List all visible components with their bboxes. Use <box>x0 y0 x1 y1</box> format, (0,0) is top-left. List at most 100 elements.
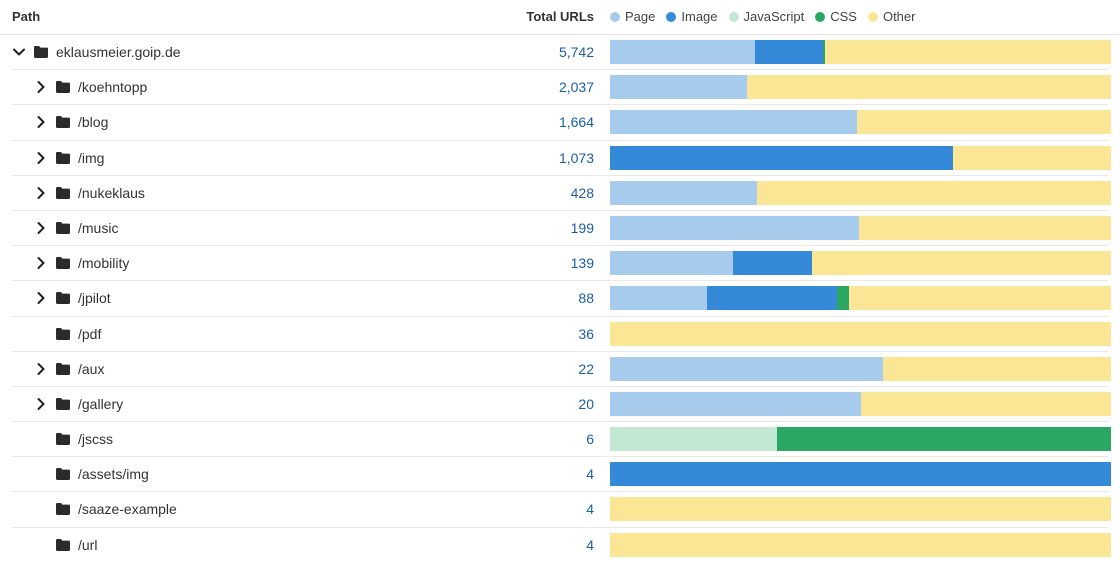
total-urls-count[interactable]: 6 <box>586 431 594 448</box>
path-column-header[interactable]: Path <box>12 9 41 24</box>
folder-icon <box>56 115 70 129</box>
bar-segment-other <box>756 180 1111 205</box>
table-row[interactable]: /koehntopp 2,037 <box>12 70 1111 106</box>
path-label: /assets/img <box>78 466 149 483</box>
table-row[interactable]: /jscss 6 <box>12 422 1111 458</box>
total-urls-count[interactable]: 199 <box>570 219 594 236</box>
chevron-down-icon[interactable] <box>12 45 26 59</box>
legend-item-image[interactable]: Image <box>666 9 718 24</box>
total-urls-count[interactable]: 2,037 <box>558 79 594 96</box>
bar-segment-page <box>610 75 747 100</box>
total-urls-count[interactable]: 1,664 <box>558 114 594 131</box>
table-row[interactable]: /nukeklaus 428 <box>12 176 1111 211</box>
total-urls-count[interactable]: 139 <box>570 255 594 272</box>
folder-icon <box>56 397 70 410</box>
table-row[interactable]: /url 4 <box>12 528 1111 563</box>
table-row[interactable]: /img 1,073 <box>12 141 1111 176</box>
chevron-right-icon[interactable] <box>34 397 48 411</box>
folder-icon <box>56 538 70 551</box>
bar-segment-image <box>732 251 812 276</box>
chevron-right-icon[interactable] <box>34 256 48 270</box>
folder-icon <box>56 256 70 270</box>
total-urls-count[interactable]: 4 <box>586 536 594 553</box>
legend-dot-icon <box>728 11 739 22</box>
table-row[interactable]: /blog 1,664 <box>12 105 1111 141</box>
table-row[interactable]: /saaze-example 4 <box>12 492 1111 528</box>
path-label: /blog <box>78 114 109 131</box>
legend-item-css[interactable]: CSS <box>815 9 857 24</box>
table-header: Path Total URLs Page Image JavaScript CSS Ot… <box>0 0 1120 35</box>
table-row[interactable]: /gallery 20 <box>12 387 1111 423</box>
legend-dot-icon <box>610 11 620 22</box>
table-row[interactable]: /jpilot 88 <box>12 281 1111 317</box>
total-urls-count[interactable]: 36 <box>578 325 594 342</box>
total-urls-count[interactable]: 4 <box>586 466 594 483</box>
folder-icon <box>56 291 70 305</box>
bar-segment-page <box>610 215 859 240</box>
type-distribution-bar <box>610 532 1111 557</box>
legend-label: JavaScript <box>743 9 805 24</box>
bar-segment-page <box>610 391 861 416</box>
total-urls-count[interactable]: 5,742 <box>558 44 594 60</box>
bar-segment-other <box>824 40 1111 64</box>
total-urls-count[interactable]: 22 <box>578 360 594 377</box>
chevron-right-icon[interactable] <box>34 291 48 305</box>
path-label: /url <box>78 536 98 553</box>
type-distribution-bar <box>610 215 1111 240</box>
legend-item-other[interactable]: Other <box>867 9 916 24</box>
chevron-right-icon[interactable] <box>34 151 48 165</box>
type-distribution-bar <box>610 462 1111 487</box>
type-distribution-bar <box>610 286 1111 311</box>
bar-segment-image <box>755 40 824 64</box>
table-row[interactable]: /mobility 139 <box>12 246 1111 282</box>
bar-segment-other <box>856 110 1111 135</box>
bar-segment-page <box>610 251 733 276</box>
type-distribution-bar <box>610 497 1111 522</box>
folder-icon <box>56 151 70 164</box>
table-row[interactable]: /assets/img 4 <box>12 457 1111 493</box>
folder-icon <box>34 45 48 58</box>
total-urls-count[interactable]: 1,073 <box>558 149 594 166</box>
legend: Page Image JavaScript CSS Other <box>610 9 926 24</box>
table-row[interactable]: /aux 22 <box>12 352 1111 387</box>
type-distribution-bar <box>610 75 1111 100</box>
chevron-right-icon[interactable] <box>34 221 48 235</box>
bar-segment-javascript <box>610 427 777 452</box>
legend-label: CSS <box>830 9 857 24</box>
type-distribution-bar <box>610 40 1111 64</box>
bar-segment-page <box>610 180 757 205</box>
bar-segment-page <box>610 40 756 64</box>
legend-item-page[interactable]: Page <box>610 9 655 24</box>
chevron-right-icon[interactable] <box>34 362 48 376</box>
bar-segment-image <box>706 286 838 311</box>
legend-label: Other <box>882 9 916 24</box>
chevron-right-icon[interactable] <box>34 186 48 200</box>
legend-dot-icon <box>666 11 677 22</box>
type-distribution-bar <box>610 145 1111 170</box>
total-urls-count[interactable]: 428 <box>570 184 594 201</box>
type-distribution-bar <box>610 391 1111 416</box>
table-row[interactable]: /pdf 36 <box>12 317 1111 352</box>
bar-segment-other <box>953 145 1111 170</box>
table-row[interactable]: eklausmeier.goip.de 5,742 <box>12 35 1111 71</box>
bar-segment-other <box>610 532 1111 557</box>
path-label: /aux <box>78 360 105 377</box>
chevron-right-icon[interactable] <box>34 115 48 129</box>
path-label: /jscss <box>78 431 113 448</box>
path-label: /jpilot <box>78 290 111 307</box>
path-label: eklausmeier.goip.de <box>56 44 181 60</box>
type-distribution-bar <box>610 180 1111 205</box>
folder-icon <box>56 502 70 516</box>
path-label: /nukeklaus <box>78 184 145 201</box>
path-label: /img <box>78 149 105 166</box>
type-distribution-bar <box>610 356 1111 381</box>
chevron-right-icon[interactable] <box>34 80 48 94</box>
folder-icon <box>56 327 70 340</box>
total-urls-column-header[interactable]: Total URLs <box>526 9 594 24</box>
table-row[interactable]: /music 199 <box>12 211 1111 247</box>
legend-item-javascript[interactable]: JavaScript <box>728 9 805 24</box>
bar-segment-other <box>746 75 1111 100</box>
total-urls-count[interactable]: 88 <box>578 290 594 307</box>
total-urls-count[interactable]: 20 <box>578 395 594 412</box>
total-urls-count[interactable]: 4 <box>586 501 594 518</box>
